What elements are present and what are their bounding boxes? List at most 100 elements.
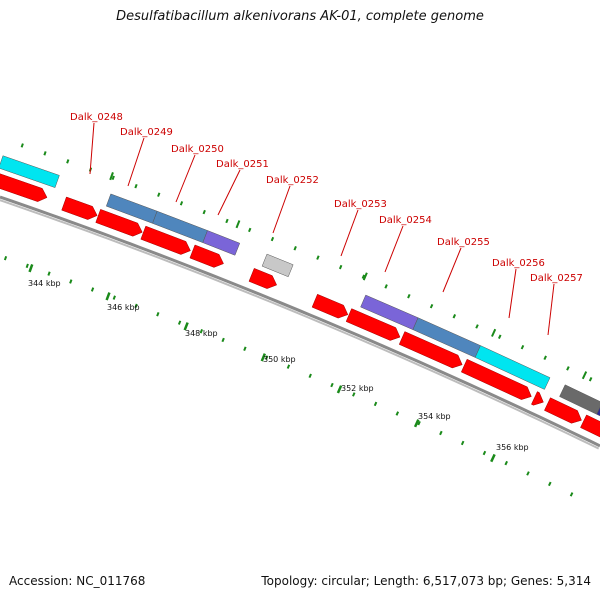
outer-major-tick xyxy=(581,371,588,380)
inner-minor-tick xyxy=(25,263,29,269)
gene-leader-line xyxy=(442,247,462,293)
cds-arrow[interactable] xyxy=(248,268,278,289)
outer-minor-tick xyxy=(134,183,138,189)
cds-arrow[interactable] xyxy=(345,308,401,341)
scale-label: 348 kbp xyxy=(185,329,218,338)
inner-major-tick xyxy=(336,385,343,394)
outer-minor-tick xyxy=(588,376,593,382)
map-title: Desulfatibacillum alkenivorans AK-01, co… xyxy=(116,9,484,24)
gene-class-segment[interactable] xyxy=(596,403,600,425)
scale-labels: 344 kbp 346 kbp 348 kbp 350 kbp 352 kbp 354 k… xyxy=(28,279,529,452)
outer-minor-tick xyxy=(157,192,161,197)
outer-major-tick xyxy=(109,172,114,181)
outer-minor-tick xyxy=(43,151,47,156)
outer-major-tick xyxy=(491,328,497,337)
inner-minor-tick xyxy=(352,392,356,397)
gene-leader-line xyxy=(89,122,95,175)
gene-label[interactable]: Dalk_0254 xyxy=(379,215,432,226)
scale-label: 350 kbp xyxy=(263,355,296,364)
inner-minor-tick xyxy=(373,401,378,407)
inner-minor-tick xyxy=(548,481,552,487)
scale-label: 356 kbp xyxy=(496,443,529,452)
inner-major-tick xyxy=(28,264,34,273)
inner-minor-tick xyxy=(221,337,225,343)
gene-label[interactable]: Dalk_0255 xyxy=(437,237,490,248)
outer-minor-tick xyxy=(566,366,570,371)
cds-arrow[interactable] xyxy=(140,225,191,255)
backbone-inner-line xyxy=(0,199,600,450)
outer-minor-tick xyxy=(475,324,479,329)
scale-label: 354 kbp xyxy=(418,412,451,421)
gene-label[interactable]: Dalk_0251 xyxy=(216,159,269,170)
outer-minor-tick xyxy=(338,264,343,270)
cds-arrow[interactable] xyxy=(311,293,349,319)
inner-minor-tick xyxy=(243,346,247,351)
inner-tick-track xyxy=(3,255,574,497)
inner-minor-tick xyxy=(199,329,204,334)
inner-minor-tick xyxy=(177,320,182,325)
gene-label[interactable]: Dalk_0256 xyxy=(492,258,545,269)
gene-class-segment[interactable] xyxy=(0,155,60,188)
outer-minor-tick xyxy=(270,236,275,242)
inner-minor-tick xyxy=(439,430,443,436)
scale-label: 346 kbp xyxy=(107,303,140,312)
inner-minor-tick xyxy=(156,311,160,317)
outer-minor-tick xyxy=(20,143,24,148)
inner-minor-tick xyxy=(504,460,508,466)
inner-minor-tick xyxy=(460,440,465,446)
outer-minor-tick xyxy=(316,255,320,260)
outer-minor-tick xyxy=(429,303,434,309)
gene-label[interactable]: Dalk_0249 xyxy=(120,127,173,138)
gene-label[interactable]: Dalk_0253 xyxy=(334,199,387,210)
outer-minor-tick xyxy=(361,274,366,279)
gene-labels: Dalk_0248 Dalk_0249 Dalk_0250 Dalk_0251 Dalk… xyxy=(70,112,583,336)
outer-minor-tick xyxy=(202,209,206,215)
cds-arrow[interactable] xyxy=(0,173,48,202)
gene-class-segment[interactable] xyxy=(261,253,294,278)
outer-minor-tick xyxy=(384,284,388,289)
cds-arrow[interactable] xyxy=(61,196,98,220)
outer-major-tick xyxy=(235,220,241,229)
genome-backbone xyxy=(0,195,600,450)
gene-label[interactable]: Dalk_0248 xyxy=(70,112,123,123)
outer-minor-tick xyxy=(225,218,229,224)
cds-arrow[interactable] xyxy=(95,209,143,237)
outer-minor-tick xyxy=(111,175,115,181)
inner-minor-tick xyxy=(482,450,487,456)
inner-minor-tick xyxy=(47,271,51,276)
cds-arrow[interactable] xyxy=(398,331,463,369)
gene-leader-line xyxy=(340,209,359,257)
gene-leader-line xyxy=(384,225,404,273)
inner-minor-tick xyxy=(330,382,334,388)
outer-minor-tick xyxy=(66,159,70,164)
gene-leader-line xyxy=(547,283,555,336)
inner-minor-tick xyxy=(134,303,138,309)
inner-major-tick xyxy=(105,292,111,301)
cds-arrow[interactable] xyxy=(189,244,224,268)
gene-label[interactable]: Dalk_0257 xyxy=(530,273,583,284)
gene-class-segment[interactable] xyxy=(202,230,241,256)
outer-minor-tick xyxy=(520,344,525,350)
cds-arrow[interactable] xyxy=(580,414,600,438)
backbone-outer-line xyxy=(0,195,600,448)
inner-minor-tick xyxy=(264,355,269,360)
gene-class-segment[interactable] xyxy=(474,345,551,390)
gene-label[interactable]: Dalk_0252 xyxy=(266,175,319,186)
cds-arrow[interactable] xyxy=(460,358,532,400)
gene-leader-line xyxy=(508,268,517,319)
inner-minor-tick xyxy=(69,279,73,284)
inner-major-tick xyxy=(413,419,420,428)
outer-minor-tick xyxy=(498,334,502,339)
gene-label[interactable]: Dalk_0250 xyxy=(171,144,224,155)
outer-major-tick xyxy=(362,272,368,281)
cds-arrow[interactable] xyxy=(531,391,544,406)
cds-arrow[interactable] xyxy=(544,397,582,424)
inner-major-tick xyxy=(260,353,266,362)
inner-minor-tick xyxy=(3,255,8,261)
inner-minor-tick xyxy=(526,471,530,476)
inner-minor-tick xyxy=(308,373,312,379)
inner-minor-tick xyxy=(90,287,95,292)
inner-minor-tick xyxy=(112,295,116,300)
feature-track[interactable] xyxy=(0,155,600,438)
